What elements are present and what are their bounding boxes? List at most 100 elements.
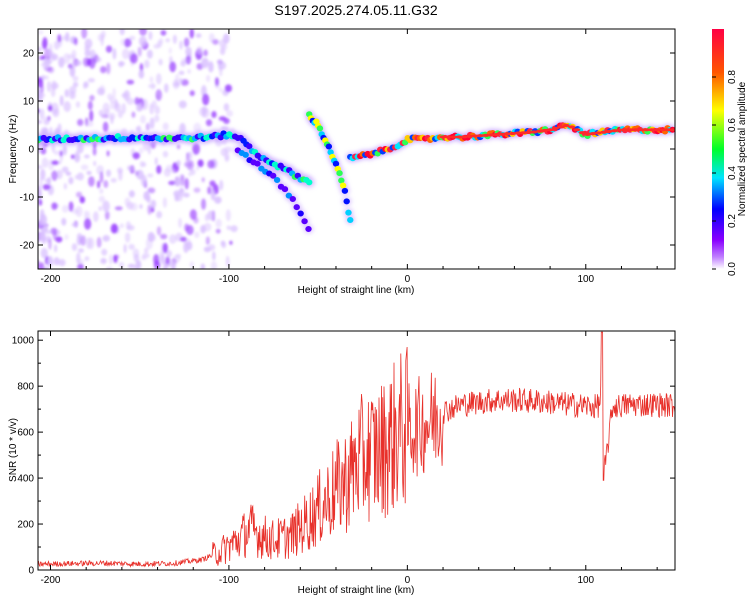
- noise-blob: [156, 164, 162, 174]
- noise-blob: [162, 242, 168, 254]
- noise-blob: [126, 224, 135, 231]
- noise-blob: [196, 165, 200, 171]
- x-tick-label: -200: [40, 575, 60, 586]
- noise-blob: [193, 217, 199, 224]
- noise-blob: [180, 79, 189, 86]
- ridge-peak-cell: [444, 135, 452, 139]
- noise-blob: [114, 206, 123, 211]
- noise-blob: [162, 150, 169, 158]
- noise-blob: [201, 57, 209, 69]
- noise-blob: [52, 228, 57, 241]
- ridge-cell: [338, 177, 345, 184]
- ridge-cell: [305, 226, 312, 233]
- x-tick-label: 100: [577, 575, 594, 586]
- noise-blob: [179, 236, 187, 242]
- noise-blob: [187, 69, 192, 74]
- noise-blob: [124, 38, 132, 48]
- noise-blob: [38, 177, 43, 189]
- noise-blob: [162, 197, 168, 208]
- ridge-peak-cell: [525, 130, 533, 135]
- noise-blob: [89, 109, 94, 122]
- noise-blob: [149, 76, 154, 83]
- noise-blob: [154, 105, 161, 115]
- noise-blob: [87, 100, 93, 111]
- y-tick-label: 1000: [12, 336, 35, 347]
- noise-blob: [86, 170, 92, 175]
- ridge-cell: [297, 210, 304, 217]
- noise-blob: [38, 199, 43, 206]
- ridge-cell: [306, 179, 313, 186]
- noise-blob: [156, 211, 163, 219]
- noise-blob: [100, 66, 107, 74]
- noise-blob: [183, 37, 190, 48]
- ridge-peak-cell: [669, 128, 675, 132]
- ridge-peak-cell: [509, 131, 517, 136]
- ridge-peak-cell: [482, 133, 490, 137]
- noise-blob: [178, 217, 183, 229]
- noise-blob: [129, 53, 138, 64]
- noise-blob: [180, 60, 186, 67]
- ridge-peak-cell: [562, 123, 570, 128]
- noise-blob: [201, 198, 207, 210]
- noise-blob: [100, 113, 109, 119]
- ridge-peak-cell: [637, 128, 645, 132]
- noise-blob: [163, 83, 169, 93]
- noise-blob: [97, 180, 101, 189]
- noise-blob: [119, 29, 125, 36]
- y-tick-label: 0: [28, 566, 34, 577]
- noise-blob: [43, 266, 50, 269]
- noise-blob: [38, 46, 42, 52]
- noise-blob: [168, 47, 173, 54]
- noise-blob: [148, 31, 153, 41]
- ridge-peak-cell: [600, 130, 608, 134]
- noise-blob: [84, 210, 88, 220]
- noise-blob: [110, 223, 118, 234]
- noise-blob: [207, 210, 215, 221]
- noise-blob: [172, 34, 177, 44]
- noise-blob: [39, 213, 47, 226]
- noise-blob: [57, 123, 62, 133]
- noise-blob: [207, 186, 212, 195]
- ridge-peak-cell: [498, 132, 506, 136]
- ridge-peak-cell: [616, 128, 624, 132]
- x-tick-label: -100: [219, 575, 239, 586]
- noise-blob: [68, 201, 74, 212]
- noise-blob: [215, 228, 221, 234]
- y-tick-label: 0: [28, 145, 34, 156]
- ridge-peak-cell: [648, 128, 656, 132]
- noise-blob: [83, 81, 89, 89]
- noise-blob: [69, 90, 75, 100]
- ridge-cell: [316, 125, 324, 132]
- noise-blob: [185, 46, 192, 57]
- noise-blob: [89, 49, 96, 59]
- noise-blob: [192, 142, 201, 155]
- noise-blob: [139, 101, 144, 112]
- noise-blob: [76, 143, 84, 154]
- noise-blob: [38, 262, 45, 269]
- ridge-peak-cell: [568, 125, 576, 129]
- noise-blob: [174, 180, 182, 187]
- x-tick-label: -100: [219, 274, 239, 285]
- ridge-peak-cell: [503, 132, 511, 136]
- noise-blob: [201, 106, 208, 115]
- noise-blob: [169, 61, 177, 73]
- x-tick-label: 100: [577, 274, 594, 285]
- ridge-peak-cell: [466, 134, 474, 138]
- ridge-peak-cell: [460, 135, 468, 139]
- noise-blob: [74, 153, 81, 163]
- noise-blob: [184, 177, 189, 190]
- noise-blob: [183, 192, 190, 198]
- noise-blob: [96, 236, 102, 248]
- noise-blob: [51, 202, 58, 210]
- noise-blob: [106, 62, 111, 75]
- noise-blob: [65, 171, 72, 176]
- y-tick-label: -20: [20, 241, 35, 252]
- y-tick-label: 20: [23, 49, 35, 60]
- colorbar-tick-label: 0.8: [727, 70, 738, 84]
- noise-blob: [133, 265, 138, 269]
- noise-blob: [114, 99, 118, 109]
- ridge-peak-cell: [477, 134, 485, 138]
- noise-layer: [38, 29, 238, 269]
- noise-blob: [63, 101, 71, 113]
